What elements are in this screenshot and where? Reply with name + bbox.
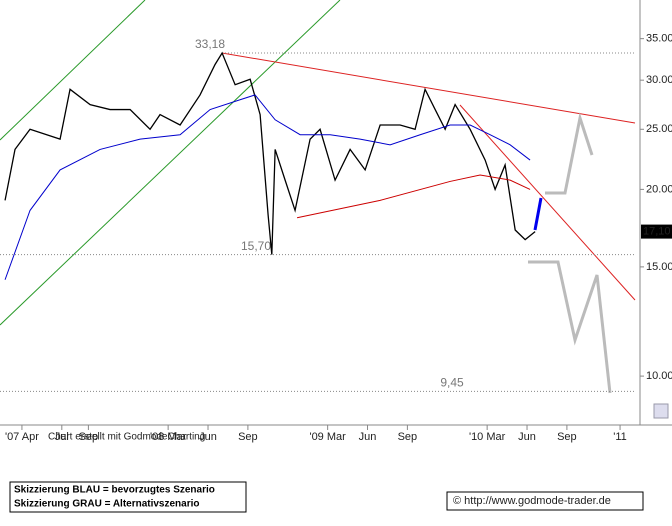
y-tick-label: 15.00 (646, 261, 672, 273)
source: © http://www.godmode-trader.de (453, 495, 611, 507)
channel-line (0, 0, 341, 326)
y-tick-label: 10.00 (646, 370, 672, 382)
x-tick-label: '08 Mar (150, 431, 187, 443)
y-tick-label: 35.00 (646, 33, 672, 45)
source-box (446, 491, 644, 511)
scroll-button[interactable] (653, 403, 669, 419)
channel-line (0, 0, 146, 141)
level-label: 15,70 (241, 239, 271, 253)
y-tick-label: 25.00 (646, 123, 672, 135)
x-tick-label: '11 (613, 431, 627, 443)
level-label: 33,18 (195, 37, 225, 51)
price-line (4, 94, 531, 280)
level-label: 9,45 (440, 376, 464, 390)
legend-text: Skizzierung BLAU = bevorzugtes Szenario (14, 485, 215, 496)
trend-line (221, 52, 636, 124)
x-tick-label: Jun (359, 431, 377, 443)
drawings (0, 0, 636, 394)
last-price-box (641, 224, 672, 239)
x-tick-label: Jun (518, 431, 536, 443)
y-tick-label: 20.00 (646, 183, 672, 195)
last-price-label: 17,10 (643, 225, 671, 237)
legend-box (9, 481, 247, 513)
trend-line (459, 104, 636, 301)
scenario-gray (528, 260, 612, 394)
credit: Chart erstellt mit GodmodeCharting (48, 432, 205, 443)
x-tick-label: Jul (55, 431, 69, 443)
scenario-gray (545, 112, 594, 195)
x-tick-label: '09 Mar (309, 431, 346, 443)
y-tick-label: 30.00 (646, 74, 672, 86)
x-tick-label: Sep (557, 431, 577, 443)
legend-text: Skizzierung GRAU = Alternativszenario (14, 499, 200, 510)
x-tick-label: Sep (79, 431, 99, 443)
price-line (4, 51, 536, 255)
x-tick-label: Jun (199, 431, 217, 443)
x-tick-label: '10 Mar (469, 431, 506, 443)
price-line (296, 174, 531, 219)
scenario-blue (533, 197, 543, 231)
x-tick-label: Sep (238, 431, 258, 443)
x-tick-label: Sep (398, 431, 418, 443)
x-tick-label: '07 Apr (5, 431, 39, 443)
